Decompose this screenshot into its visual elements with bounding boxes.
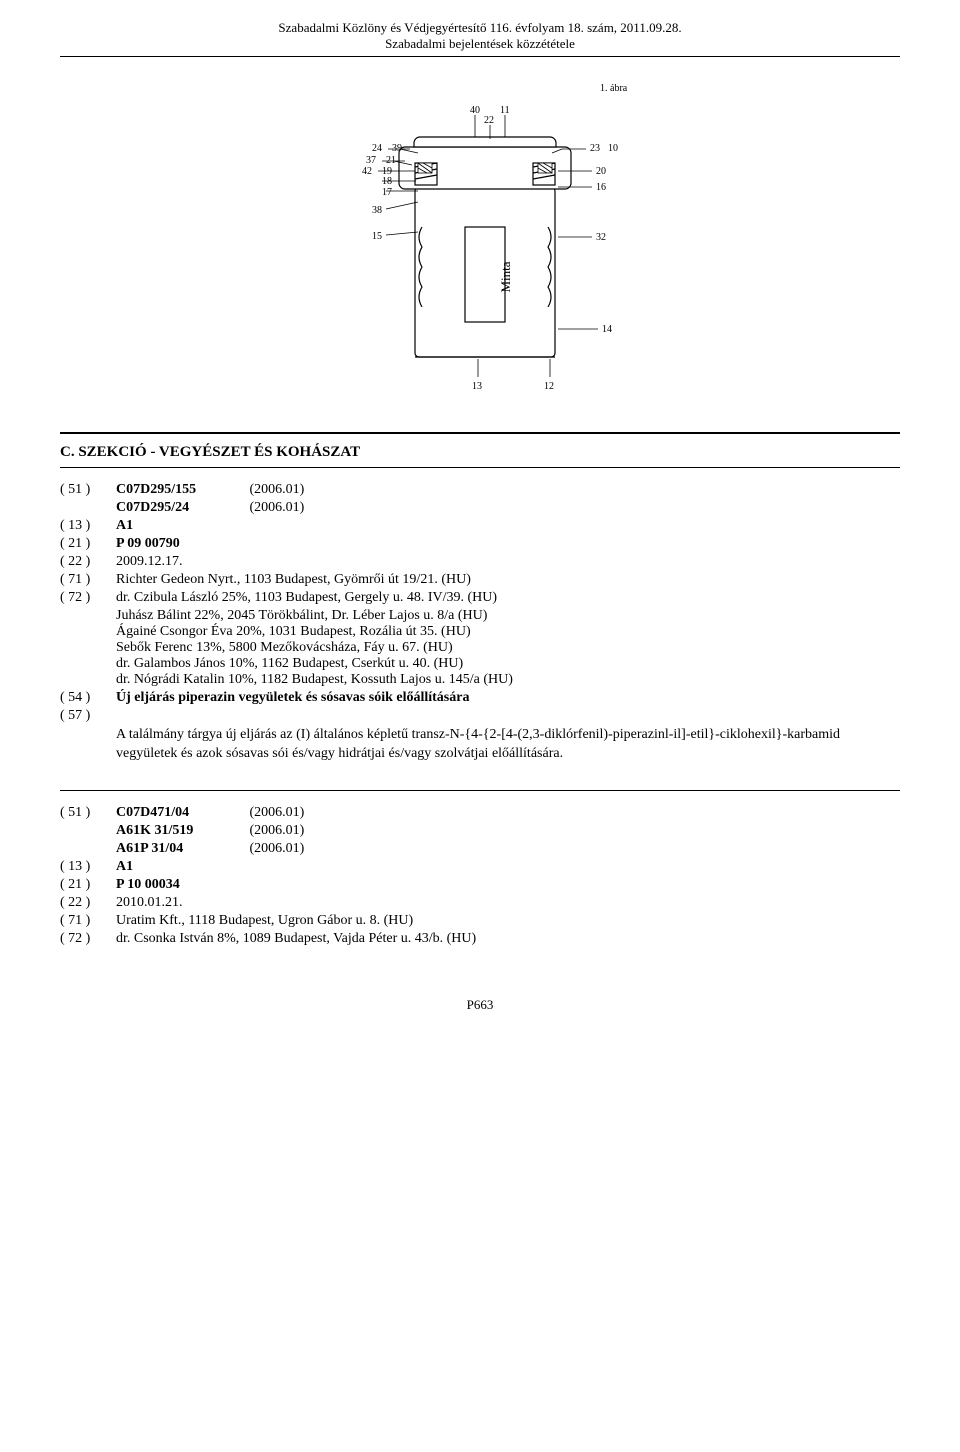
svg-text:24: 24 — [372, 143, 382, 154]
inid-13: ( 13 ) — [60, 518, 116, 534]
svg-text:14: 14 — [602, 324, 612, 335]
applicant: Uratim Kft., 1118 Budapest, Ugron Gábor … — [116, 913, 900, 929]
page-number: P663 — [60, 997, 900, 1013]
inid-57: ( 57 ) — [60, 708, 116, 724]
svg-text:37: 37 — [366, 155, 376, 166]
patent-record: ( 51 ) C07D295/155 (2006.01) C07D295/24 … — [60, 482, 900, 764]
inid-54: ( 54 ) — [60, 690, 116, 706]
section-rule-under — [60, 467, 900, 468]
svg-text:39: 39 — [392, 143, 402, 154]
record-separator — [60, 790, 900, 791]
application-number: P 09 00790 — [116, 536, 900, 552]
inid-51: ( 51 ) — [60, 482, 116, 498]
inid-71: ( 71 ) — [60, 572, 116, 588]
inid-21: ( 21 ) — [60, 877, 116, 893]
inventor-line: dr. Csonka István 8%, 1089 Budapest, Vaj… — [116, 931, 900, 947]
ipc-code: A61P 31/04 — [116, 841, 246, 857]
inid-22: ( 22 ) — [60, 554, 116, 570]
abstract-text: A találmány tárgya új eljárás az (I) ált… — [116, 726, 900, 764]
ipc-code: C07D295/155 — [116, 482, 246, 498]
page-header: Szabadalmi Közlöny és Védjegyértesítő 11… — [60, 20, 900, 57]
figure-svg: 1. ábra — [300, 77, 660, 397]
header-line-2: Szabadalmi bejelentések közzététele — [60, 36, 900, 52]
inventor-line: Ágainé Csongor Éva 20%, 1031 Budapest, R… — [116, 624, 900, 640]
header-line-1: Szabadalmi Közlöny és Védjegyértesítő 11… — [60, 20, 900, 36]
svg-text:40: 40 — [470, 105, 480, 116]
inventor-line: Juhász Bálint 22%, 2045 Törökbálint, Dr.… — [116, 608, 900, 624]
svg-text:17: 17 — [382, 187, 392, 198]
application-number: P 10 00034 — [116, 877, 900, 893]
svg-text:18: 18 — [382, 176, 392, 187]
inventor-line: Sebők Ferenc 13%, 5800 Mezőkovácsháza, F… — [116, 640, 900, 656]
ipc-date: (2006.01) — [250, 500, 305, 516]
svg-text:16: 16 — [596, 182, 606, 193]
ipc-code: C07D471/04 — [116, 805, 246, 821]
figure-caption: 1. ábra — [600, 83, 628, 94]
ipc-date: (2006.01) — [250, 805, 305, 821]
inid-22: ( 22 ) — [60, 895, 116, 911]
sample-label: Minta — [498, 261, 513, 292]
invention-title: Új eljárás piperazin vegyületek és sósav… — [116, 690, 900, 706]
svg-text:21: 21 — [386, 155, 396, 166]
patent-figure: 1. ábra — [60, 77, 900, 402]
ipc-date: (2006.01) — [250, 841, 305, 857]
inid-21: ( 21 ) — [60, 536, 116, 552]
svg-text:12: 12 — [544, 381, 554, 392]
svg-text:32: 32 — [596, 232, 606, 243]
filing-date: 2009.12.17. — [116, 554, 900, 570]
svg-text:13: 13 — [472, 381, 482, 392]
ipc-code: C07D295/24 — [116, 500, 246, 516]
inventor-line: dr. Czibula László 25%, 1103 Budapest, G… — [116, 590, 900, 606]
inid-72: ( 72 ) — [60, 931, 116, 947]
ipc-code: A61K 31/519 — [116, 823, 246, 839]
svg-text:38: 38 — [372, 205, 382, 216]
svg-text:20: 20 — [596, 166, 606, 177]
svg-text:23: 23 — [590, 143, 600, 154]
inid-71: ( 71 ) — [60, 913, 116, 929]
inid-51: ( 51 ) — [60, 805, 116, 821]
svg-text:11: 11 — [500, 105, 510, 116]
svg-text:10: 10 — [608, 143, 618, 154]
inid-72: ( 72 ) — [60, 590, 116, 606]
patent-record: ( 51 ) C07D471/04 (2006.01) A61K 31/519 … — [60, 805, 900, 947]
svg-text:15: 15 — [372, 231, 382, 242]
kind-code: A1 — [116, 518, 900, 534]
svg-text:42: 42 — [362, 166, 372, 177]
applicant: Richter Gedeon Nyrt., 1103 Budapest, Gyö… — [116, 572, 900, 588]
kind-code: A1 — [116, 859, 900, 875]
section-rule-top — [60, 432, 900, 434]
ipc-date: (2006.01) — [250, 823, 305, 839]
ipc-date: (2006.01) — [250, 482, 305, 498]
svg-text:22: 22 — [484, 115, 494, 126]
inventor-line: dr. Nógrádi Katalin 10%, 1182 Budapest, … — [116, 672, 900, 688]
inventor-line: dr. Galambos János 10%, 1162 Budapest, C… — [116, 656, 900, 672]
inid-13: ( 13 ) — [60, 859, 116, 875]
section-title: C. SZEKCIÓ - VEGYÉSZET ÉS KOHÁSZAT — [60, 444, 900, 461]
filing-date: 2010.01.21. — [116, 895, 900, 911]
